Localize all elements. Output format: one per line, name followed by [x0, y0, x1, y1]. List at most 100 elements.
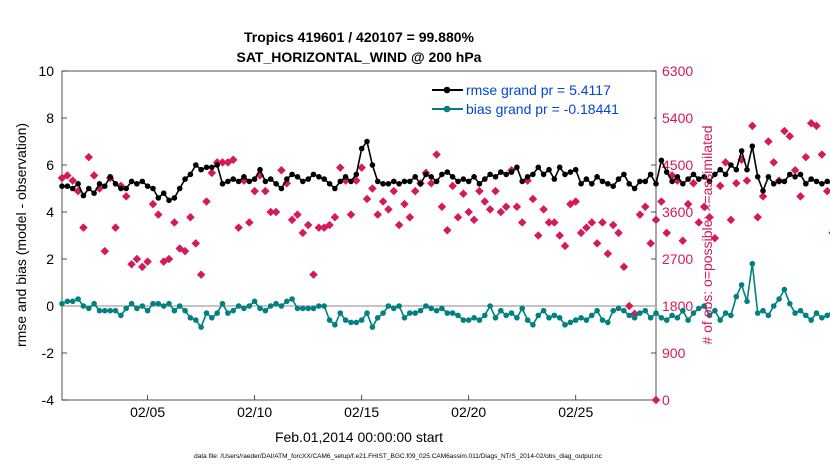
- obs-point: [154, 210, 163, 219]
- obs-marker: [817, 150, 827, 159]
- obs-point: [277, 165, 286, 175]
- obs-marker: [517, 218, 527, 227]
- obs-point: [683, 199, 693, 209]
- left-tick-label: 10: [38, 63, 54, 79]
- bias-point: [498, 307, 504, 314]
- obs-marker: [683, 199, 693, 209]
- bias-point: [433, 307, 440, 314]
- obs-point: [496, 207, 506, 217]
- rmse-point: [134, 181, 140, 187]
- obs-point: [63, 171, 72, 180]
- obs-marker: [689, 179, 698, 188]
- bias-point: [358, 317, 365, 323]
- obs-point: [159, 257, 168, 266]
- bias-point: [455, 312, 461, 319]
- rmse-point: [321, 176, 328, 182]
- obs-point: [571, 197, 580, 206]
- bias-point: [535, 312, 542, 319]
- legend-rmse-marker: [443, 86, 451, 94]
- bias-point: [663, 317, 670, 323]
- rmse-point: [706, 178, 713, 185]
- obs-marker: [635, 210, 645, 219]
- bias-point: [118, 312, 124, 319]
- obs-marker: [480, 197, 489, 206]
- bias-point: [519, 305, 525, 312]
- rmse-point: [203, 164, 210, 171]
- obs-point: [400, 199, 409, 209]
- bias-point: [235, 303, 242, 309]
- rmse-point: [610, 183, 616, 189]
- obs-marker: [68, 176, 77, 185]
- obs-point: [790, 165, 800, 175]
- obs-point: [769, 158, 778, 167]
- obs-marker: [539, 205, 548, 214]
- bias-point: [321, 303, 328, 309]
- obs-marker: [164, 254, 174, 264]
- obs-marker: [154, 210, 163, 219]
- obs-point: [84, 152, 93, 162]
- rmse-point: [455, 178, 461, 185]
- rmse-point: [637, 178, 643, 185]
- rmse-point: [182, 176, 188, 182]
- bias-point: [423, 303, 429, 309]
- rmse-point: [690, 171, 697, 178]
- rmse-point: [326, 181, 333, 187]
- bias-point: [728, 312, 734, 319]
- rmse-point: [241, 174, 247, 180]
- obs-marker: [501, 202, 511, 212]
- obs-marker: [405, 212, 415, 222]
- bias-point: [803, 312, 809, 319]
- obs-marker: [309, 270, 318, 279]
- rmse-point: [781, 178, 788, 185]
- rmse-point: [198, 166, 204, 173]
- bias-point: [289, 296, 295, 302]
- right-tick-label: 0: [662, 392, 670, 408]
- obs-point: [100, 246, 110, 256]
- rmse-point: [262, 178, 269, 185]
- rmse-point: [449, 174, 456, 180]
- bias-point: [530, 322, 536, 328]
- x-tick-label: 02/05: [130, 404, 165, 420]
- obs-marker: [555, 231, 564, 240]
- obs-point: [138, 262, 147, 272]
- obs-marker: [678, 236, 687, 245]
- rmse-point: [439, 171, 445, 178]
- bias-point: [369, 324, 376, 330]
- bias-point: [621, 307, 627, 314]
- rmse-point: [803, 181, 809, 187]
- obs-marker: [710, 233, 720, 243]
- obs-marker: [764, 137, 773, 146]
- bias-point: [401, 315, 408, 321]
- bias-point: [589, 312, 595, 319]
- obs-marker: [127, 259, 136, 269]
- obs-marker: [319, 223, 329, 232]
- rmse-point: [653, 181, 659, 187]
- obs-point: [780, 126, 789, 136]
- obs-point: [726, 215, 736, 225]
- obs-point: [148, 199, 158, 209]
- obs-point: [459, 189, 468, 198]
- obs-point: [689, 179, 698, 188]
- bias-point: [824, 312, 830, 319]
- rmse-point: [155, 195, 162, 201]
- rmse-point: [294, 174, 301, 180]
- rmse-point: [428, 174, 435, 180]
- bias-point: [246, 303, 253, 309]
- obs-marker: [603, 249, 613, 259]
- obs-point: [432, 150, 441, 159]
- bias-point: [781, 286, 788, 293]
- rmse-point: [615, 176, 622, 182]
- bias-point: [567, 319, 574, 326]
- rmse-point: [337, 178, 344, 185]
- obs-marker: [223, 158, 233, 167]
- obs-point: [742, 176, 752, 185]
- rmse-point: [412, 174, 419, 180]
- obs-point: [175, 244, 184, 253]
- obs-marker: [625, 301, 634, 311]
- bias-point: [503, 312, 510, 319]
- obs-marker: [277, 165, 286, 175]
- rmse-point: [59, 183, 65, 189]
- obs-point: [186, 212, 195, 222]
- legend-bias-label: bias grand pr = -0.18441: [466, 101, 619, 117]
